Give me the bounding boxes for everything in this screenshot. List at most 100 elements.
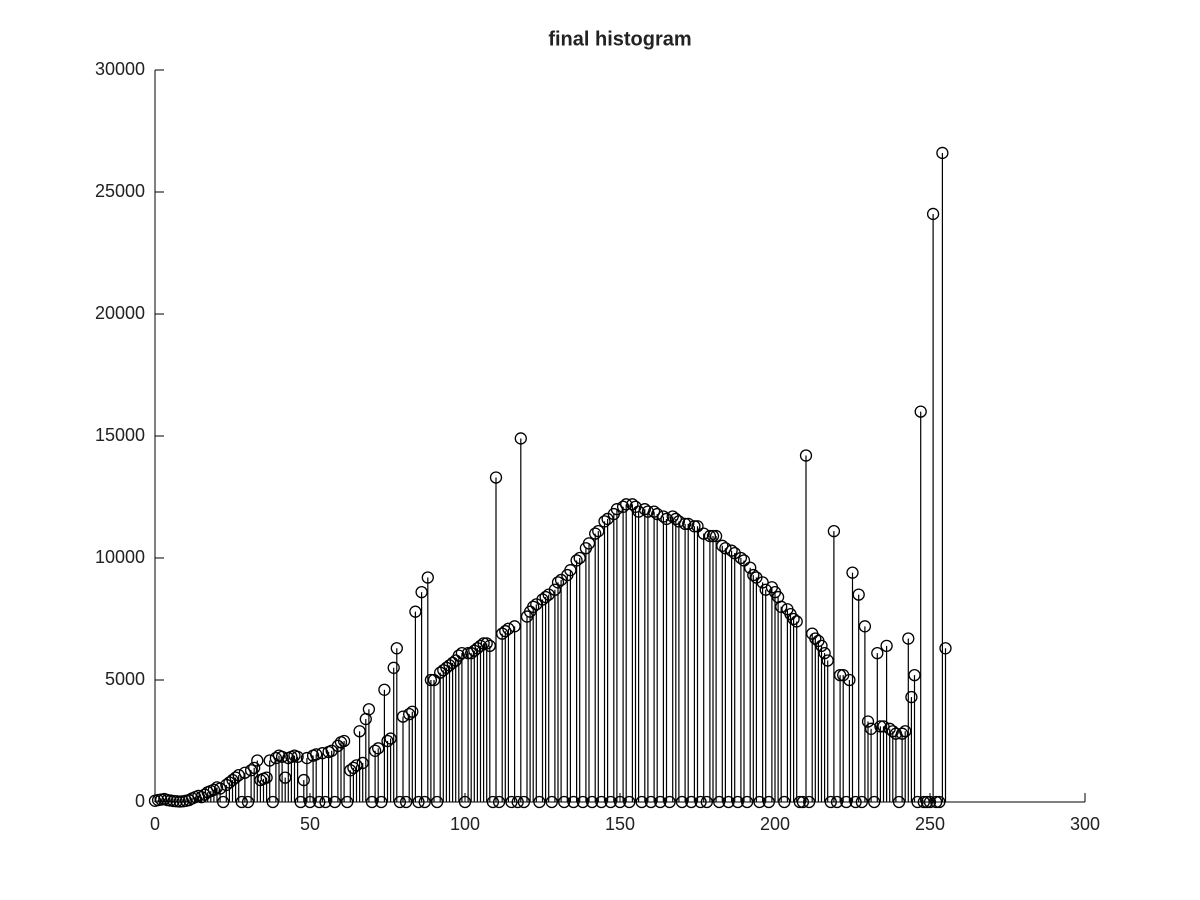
stem (508, 620, 521, 802)
stem-marker (567, 795, 580, 809)
stem (700, 795, 713, 809)
stem (275, 750, 289, 802)
stem (855, 795, 868, 809)
stem (604, 795, 617, 809)
stem-marker (570, 554, 583, 567)
stem (576, 795, 589, 809)
stem (244, 764, 258, 802)
stem (694, 795, 707, 809)
stem (241, 795, 255, 809)
stem (874, 720, 887, 802)
stem-marker (474, 639, 487, 652)
y-tick-label: 10000 (95, 547, 145, 567)
y-tick-label: 5000 (105, 669, 145, 689)
x-tick-label: 150 (605, 814, 635, 834)
stem-marker (899, 725, 912, 738)
stem-marker (889, 727, 903, 740)
stem (294, 795, 307, 809)
stem (933, 795, 946, 809)
stem (514, 432, 527, 802)
stem-marker (452, 649, 465, 662)
stem (297, 773, 310, 802)
stem-marker (843, 673, 856, 687)
stem-marker (505, 795, 518, 809)
stem-marker (623, 795, 636, 809)
stem (802, 795, 816, 809)
stem (861, 715, 875, 802)
stem (474, 639, 487, 802)
stem (337, 734, 351, 802)
stem (412, 795, 425, 809)
stem-marker (598, 515, 611, 528)
stem-marker (902, 632, 915, 645)
stem-marker (657, 510, 670, 523)
stem-marker (778, 795, 791, 809)
stem (399, 795, 413, 809)
stem (313, 795, 326, 809)
stem-marker (933, 795, 946, 809)
stem (198, 788, 211, 802)
stem (703, 529, 717, 802)
stem (418, 795, 431, 809)
stem-marker (809, 632, 822, 645)
stem (362, 703, 376, 802)
stem (706, 529, 720, 802)
stem-marker (672, 515, 686, 528)
stem (406, 705, 419, 802)
stem-marker (266, 795, 279, 809)
stem-marker (737, 554, 751, 567)
stem-marker (461, 647, 475, 660)
stem-marker (930, 795, 943, 809)
stem (548, 583, 562, 802)
stem-marker (610, 503, 624, 516)
stem-marker (337, 734, 351, 748)
stem-marker (716, 539, 729, 552)
stem-marker (310, 748, 323, 761)
stem-marker (350, 759, 363, 772)
stem (682, 517, 695, 802)
stem (263, 754, 276, 802)
stem (499, 625, 512, 802)
stem-marker (207, 783, 221, 796)
stem-marker (229, 771, 242, 784)
stem-marker (592, 525, 605, 538)
stem-marker (753, 795, 766, 809)
stem (830, 795, 844, 809)
stem-marker (396, 710, 410, 723)
stem (892, 795, 906, 809)
stem-marker (499, 625, 512, 638)
stem-marker (756, 576, 769, 589)
stem (709, 529, 723, 802)
stem-marker (793, 795, 806, 809)
stem-marker (722, 795, 735, 809)
stem (762, 795, 775, 809)
stem (678, 517, 692, 802)
stem (573, 551, 586, 802)
stem (393, 795, 407, 809)
stem-marker (291, 750, 304, 764)
stem (846, 566, 859, 802)
stem (350, 759, 363, 802)
stem (310, 748, 323, 802)
stem-marker (480, 637, 493, 650)
x-tick-label: 100 (450, 814, 480, 834)
stem-marker (353, 725, 366, 738)
stem-marker (799, 449, 813, 462)
stem (251, 754, 264, 802)
stem (279, 771, 292, 802)
stem (895, 727, 909, 802)
stem (381, 734, 394, 802)
stem (424, 673, 438, 802)
stem-marker (669, 512, 682, 526)
stem (415, 586, 428, 802)
stem-marker (362, 703, 376, 716)
stem-marker (446, 656, 459, 670)
x-tick-label: 0 (150, 814, 160, 834)
stem (229, 771, 242, 802)
stem-marker (936, 146, 949, 160)
stem-marker (855, 795, 868, 809)
stem-marker (880, 639, 893, 652)
stem-marker (418, 795, 431, 809)
stem (799, 449, 813, 802)
stem (595, 795, 608, 809)
